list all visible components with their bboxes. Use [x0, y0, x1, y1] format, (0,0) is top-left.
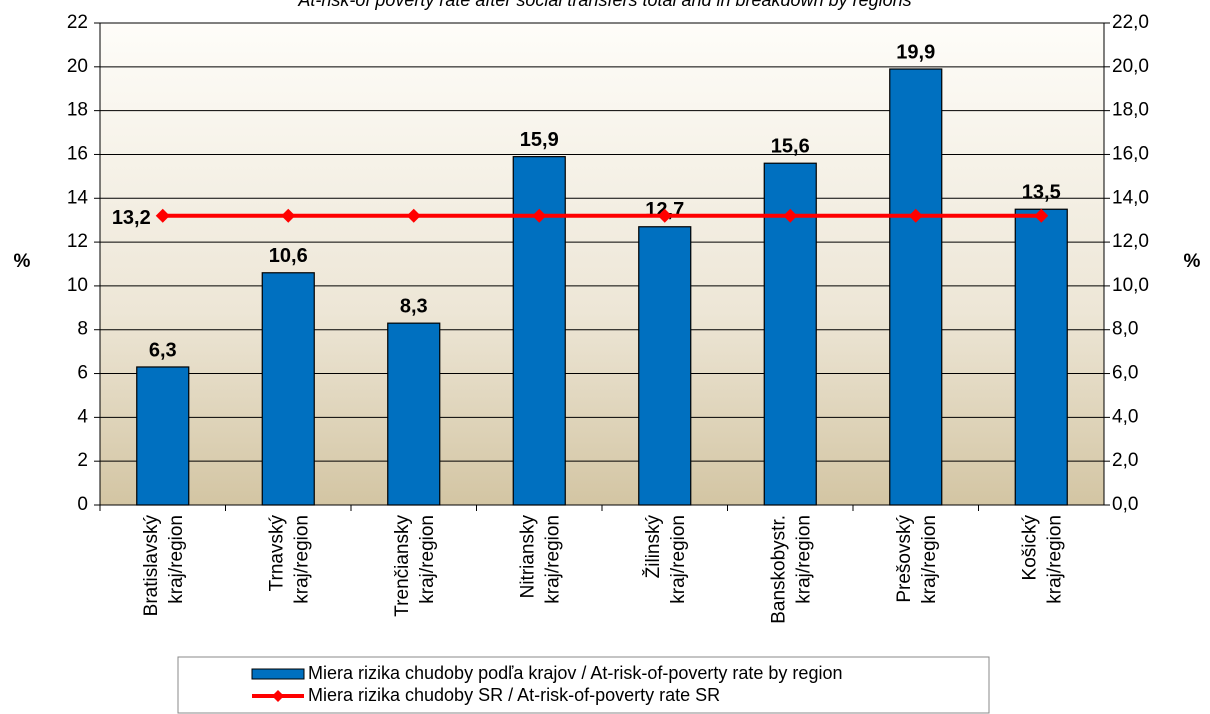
legend-label: Miera rizika chudoby podľa krajov / At-r…	[308, 663, 842, 683]
y-tick-label: 6	[77, 363, 88, 384]
y-tick-label: 16	[67, 143, 88, 164]
y2-tick-label: 6,0	[1112, 363, 1138, 384]
line-marker	[532, 208, 547, 223]
bar	[1014, 208, 1068, 506]
line-marker	[908, 208, 923, 223]
data-label: 8,3	[400, 295, 428, 317]
y-tick-label: 8	[77, 319, 88, 340]
y2-tick-label: 20,0	[1112, 56, 1149, 77]
y2-tick-label: 8,0	[1112, 319, 1138, 340]
x-tick-label: Košický kraj/region	[1019, 515, 1065, 604]
x-tick-label: Trenčiansky kraj/region	[392, 515, 438, 617]
x-tick-label: Žilinský kraj/region	[642, 515, 689, 604]
line-marker	[657, 208, 672, 223]
data-label: 15,6	[771, 135, 810, 157]
y-tick-label: 4	[77, 406, 88, 427]
legend	[177, 656, 990, 714]
line-marker	[1034, 208, 1049, 223]
x-tick-label: Trnavský kraj/region	[266, 515, 312, 604]
data-label: 6,3	[149, 339, 177, 361]
bar	[638, 226, 692, 506]
line-marker	[281, 208, 296, 223]
line-marker	[783, 208, 798, 223]
legend-swatch	[272, 690, 284, 702]
y2-tick-label: 10,0	[1112, 275, 1149, 296]
y-tick-label: 22	[67, 12, 88, 33]
y-tick-label: 14	[67, 187, 89, 208]
x-tick-label: Banskobystr. kraj/region	[768, 515, 814, 624]
y-tick-label: 12	[67, 231, 88, 252]
bar	[889, 68, 943, 506]
x-tick-label: Nitriansky kraj/region	[517, 515, 563, 604]
y-tick-label: 18	[67, 100, 88, 121]
y2-tick-label: 4,0	[1112, 406, 1138, 427]
chart-title: At-risk-of poverty rate after social tra…	[297, 0, 911, 10]
x-tick-label: Prešovský kraj/region	[894, 515, 940, 604]
legend-swatch	[251, 668, 305, 680]
y2-tick-label: 0,0	[1112, 494, 1138, 515]
y-tick-label: 10	[67, 275, 88, 296]
y-tick-label: 2	[77, 450, 88, 471]
y-tick-label: 0	[77, 494, 88, 515]
data-label: 13,5	[1022, 182, 1061, 204]
data-label: 19,9	[896, 41, 935, 63]
bar	[136, 366, 190, 506]
line-marker	[406, 208, 421, 223]
x-tick-label: Bratislavský kraj/region	[141, 515, 187, 617]
y-tick-label: 20	[67, 56, 88, 77]
y-axis-label: %	[14, 251, 31, 272]
y2-tick-label: 18,0	[1112, 100, 1149, 121]
data-label: 15,9	[520, 129, 559, 151]
y2-tick-label: 2,0	[1112, 450, 1138, 471]
y2-tick-label: 12,0	[1112, 231, 1149, 252]
y2-tick-label: 14,0	[1112, 187, 1149, 208]
bar	[387, 322, 441, 506]
data-label: 10,6	[269, 245, 308, 267]
y2-tick-label: 22,0	[1112, 12, 1149, 33]
y2-axis-label: %	[1184, 251, 1201, 272]
line-marker	[155, 208, 170, 223]
legend-label: Miera rizika chudoby SR / At-risk-of-pov…	[308, 685, 720, 705]
y2-tick-label: 16,0	[1112, 143, 1149, 164]
bar	[261, 272, 315, 506]
plot-area	[100, 23, 1104, 505]
data-label: 13,2	[112, 207, 151, 229]
